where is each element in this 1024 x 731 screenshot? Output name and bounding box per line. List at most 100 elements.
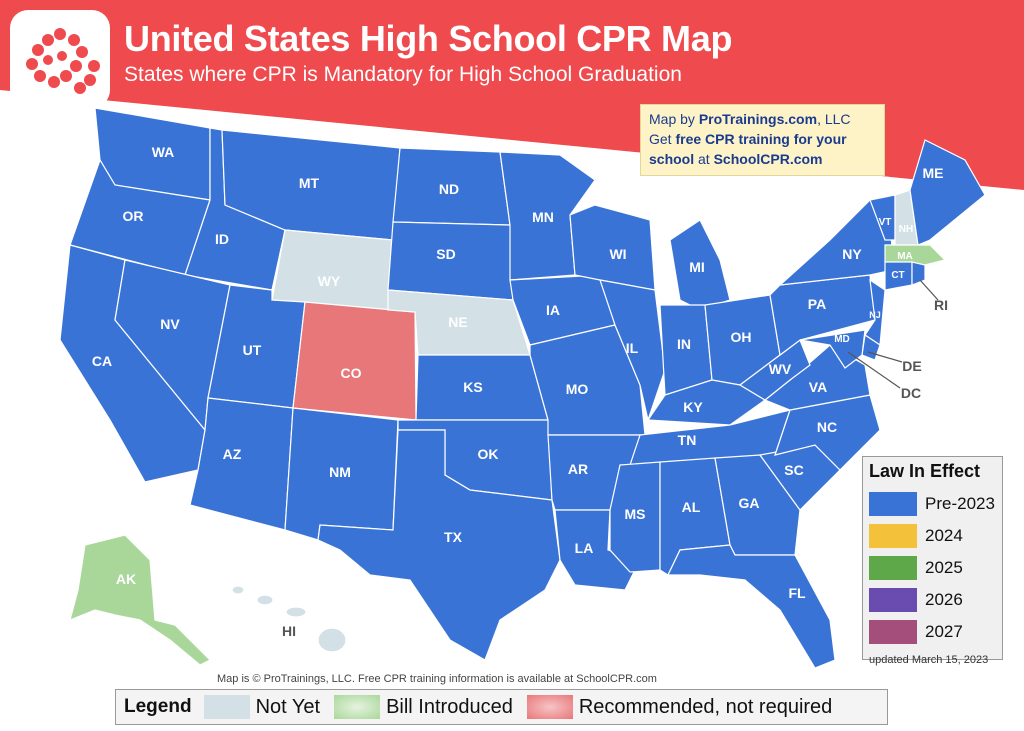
label-la: LA xyxy=(575,540,594,556)
law-legend-item: 2027 xyxy=(869,616,996,648)
label-or: OR xyxy=(123,208,144,224)
law-legend-item: 2026 xyxy=(869,584,996,616)
law-legend-swatch xyxy=(869,492,917,516)
callout-line-ri xyxy=(919,279,939,301)
state-tx[interactable] xyxy=(317,429,561,661)
credit-bold-text: school xyxy=(649,151,695,167)
label-ma: MA xyxy=(897,251,913,262)
credit-brand-link[interactable]: ProTrainings.com xyxy=(698,111,818,127)
label-ia: IA xyxy=(546,302,560,318)
label-md: MD xyxy=(834,334,850,345)
state-ma[interactable] xyxy=(884,244,947,266)
label-tn: TN xyxy=(678,432,697,448)
not-yet-label: Not Yet xyxy=(255,695,321,718)
label-me: ME xyxy=(923,165,944,181)
label-wi: WI xyxy=(609,246,626,262)
label-nh: NH xyxy=(899,224,913,235)
law-legend-item: 2025 xyxy=(869,552,996,584)
label-mo: MO xyxy=(566,381,589,397)
label-ri: RI xyxy=(934,297,948,313)
label-oh: OH xyxy=(731,329,752,345)
law-legend-title: Law In Effect xyxy=(869,461,981,481)
law-legend-label: Pre-2023 xyxy=(925,494,995,513)
label-wy: WY xyxy=(318,273,341,289)
label-ok: OK xyxy=(478,446,499,462)
state-me[interactable] xyxy=(909,139,986,246)
law-legend-label: 2024 xyxy=(925,526,963,545)
label-al: AL xyxy=(682,499,701,515)
label-ky: KY xyxy=(683,399,703,415)
law-legend-item: Pre-2023 xyxy=(869,488,996,520)
label-fl: FL xyxy=(788,585,806,601)
label-wa: WA xyxy=(152,144,175,160)
label-tx: TX xyxy=(444,529,463,545)
legend-title: Legend xyxy=(124,696,192,717)
credit-text: , LLC xyxy=(817,111,851,127)
bill-introduced-label: Bill Introduced xyxy=(386,695,513,718)
state-mi[interactable] xyxy=(669,219,731,311)
credit-text: at xyxy=(694,151,714,167)
label-az: AZ xyxy=(223,446,242,462)
status-legend: Legend Not Yet Bill Introduced Recommend… xyxy=(115,689,888,725)
label-ak: AK xyxy=(116,571,136,587)
bill-introduced-swatch xyxy=(334,695,381,719)
state-md[interactable] xyxy=(799,329,866,369)
label-il: IL xyxy=(626,340,639,356)
law-legend-item: 2024 xyxy=(869,520,996,552)
label-ne: NE xyxy=(448,314,467,330)
label-nj: NJ xyxy=(869,310,881,320)
state-fl[interactable] xyxy=(667,544,836,669)
copyright-text: Map is © ProTrainings, LLC. Free CPR tra… xyxy=(217,673,657,685)
label-dc: DC xyxy=(901,385,921,401)
label-nm: NM xyxy=(329,464,351,480)
law-legend-swatch xyxy=(869,588,917,612)
label-pa: PA xyxy=(808,296,826,312)
label-nd: ND xyxy=(439,181,459,197)
label-ca: CA xyxy=(92,353,112,369)
state-co[interactable] xyxy=(292,301,417,421)
label-mt: MT xyxy=(299,175,320,191)
state-wy[interactable] xyxy=(271,229,394,311)
law-legend-swatch xyxy=(869,524,917,548)
label-ct: CT xyxy=(891,270,904,281)
law-legend-label: 2026 xyxy=(925,590,963,609)
label-ny: NY xyxy=(842,246,862,262)
state-ak[interactable] xyxy=(69,534,212,666)
credit-box: Map by ProTrainings.com, LLC Get free CP… xyxy=(640,104,885,176)
label-ut: UT xyxy=(243,342,262,358)
label-nv: NV xyxy=(160,316,180,332)
updated-date: updated March 15, 2023 xyxy=(869,654,989,666)
page-title: United States High School CPR Map xyxy=(124,18,733,59)
label-de: DE xyxy=(902,358,921,374)
label-wv: WV xyxy=(769,361,792,377)
callout-line-de xyxy=(867,351,903,363)
credit-text: Get xyxy=(649,131,676,147)
recommended-swatch xyxy=(526,695,573,719)
label-sd: SD xyxy=(436,246,455,262)
label-ga: GA xyxy=(739,495,760,511)
label-vt: VT xyxy=(879,217,892,228)
label-hi: HI xyxy=(282,623,296,639)
law-in-effect-legend: Law In Effect Pre-2023 2024 2025 2026 2027 xyxy=(862,456,1003,660)
law-legend-label: 2027 xyxy=(925,622,963,641)
label-co: CO xyxy=(341,365,362,381)
label-sc: SC xyxy=(784,462,803,478)
schoolcpr-link[interactable]: SchoolCPR.com xyxy=(713,151,823,167)
law-legend-swatch xyxy=(869,556,917,580)
callout-line-dc xyxy=(847,351,901,389)
label-mn: MN xyxy=(532,209,554,225)
label-nc: NC xyxy=(817,419,837,435)
law-legend-label: 2025 xyxy=(925,558,963,577)
label-in: IN xyxy=(677,336,691,352)
credit-text: Map by xyxy=(649,111,699,127)
state-ri[interactable] xyxy=(911,261,926,286)
label-ms: MS xyxy=(625,506,646,522)
page-subtitle: States where CPR is Mandatory for High S… xyxy=(124,63,682,86)
label-va: VA xyxy=(809,379,827,395)
protrainings-logo xyxy=(10,10,110,108)
not-yet-swatch xyxy=(203,695,250,719)
credit-bold-text: free CPR training for your xyxy=(675,131,847,147)
state-hi[interactable] xyxy=(231,585,347,653)
label-ks: KS xyxy=(463,379,482,395)
